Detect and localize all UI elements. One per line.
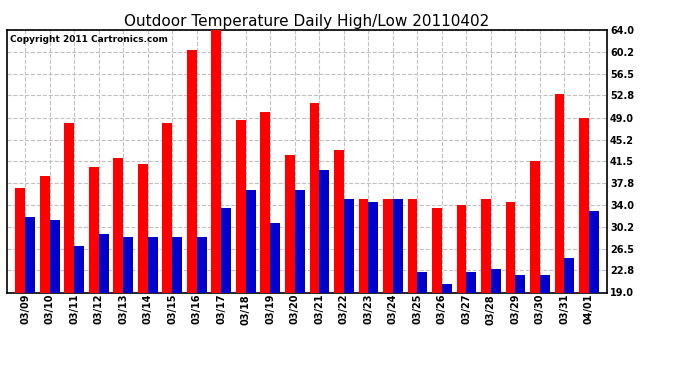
Bar — [515, 275, 525, 375]
Bar — [417, 272, 427, 375]
Bar — [50, 220, 59, 375]
Bar — [564, 258, 574, 375]
Bar — [172, 237, 182, 375]
Bar — [89, 167, 99, 375]
Bar — [246, 190, 255, 375]
Bar — [540, 275, 550, 375]
Bar — [393, 199, 402, 375]
Bar — [26, 217, 35, 375]
Bar — [589, 211, 599, 375]
Bar — [491, 269, 501, 375]
Bar — [99, 234, 108, 375]
Bar — [64, 123, 75, 375]
Bar — [310, 103, 319, 375]
Bar — [579, 117, 589, 375]
Bar — [506, 202, 515, 375]
Bar — [212, 30, 221, 375]
Bar — [197, 237, 206, 375]
Bar — [138, 164, 148, 375]
Bar — [457, 205, 466, 375]
Bar — [261, 112, 270, 375]
Bar — [334, 150, 344, 375]
Bar — [359, 199, 368, 375]
Bar — [75, 246, 84, 375]
Bar — [295, 190, 304, 375]
Bar — [442, 284, 452, 375]
Bar — [555, 94, 564, 375]
Bar — [113, 158, 124, 375]
Bar — [187, 50, 197, 375]
Bar — [221, 208, 231, 375]
Title: Outdoor Temperature Daily High/Low 20110402: Outdoor Temperature Daily High/Low 20110… — [124, 14, 490, 29]
Bar — [40, 176, 50, 375]
Bar — [15, 188, 26, 375]
Text: Copyright 2011 Cartronics.com: Copyright 2011 Cartronics.com — [10, 35, 168, 44]
Bar — [124, 237, 133, 375]
Bar — [368, 202, 378, 375]
Bar — [530, 161, 540, 375]
Bar — [162, 123, 172, 375]
Bar — [285, 155, 295, 375]
Bar — [344, 199, 353, 375]
Bar — [236, 120, 246, 375]
Bar — [319, 170, 329, 375]
Bar — [148, 237, 157, 375]
Bar — [408, 199, 417, 375]
Bar — [481, 199, 491, 375]
Bar — [270, 222, 280, 375]
Bar — [432, 208, 442, 375]
Bar — [383, 199, 393, 375]
Bar — [466, 272, 476, 375]
